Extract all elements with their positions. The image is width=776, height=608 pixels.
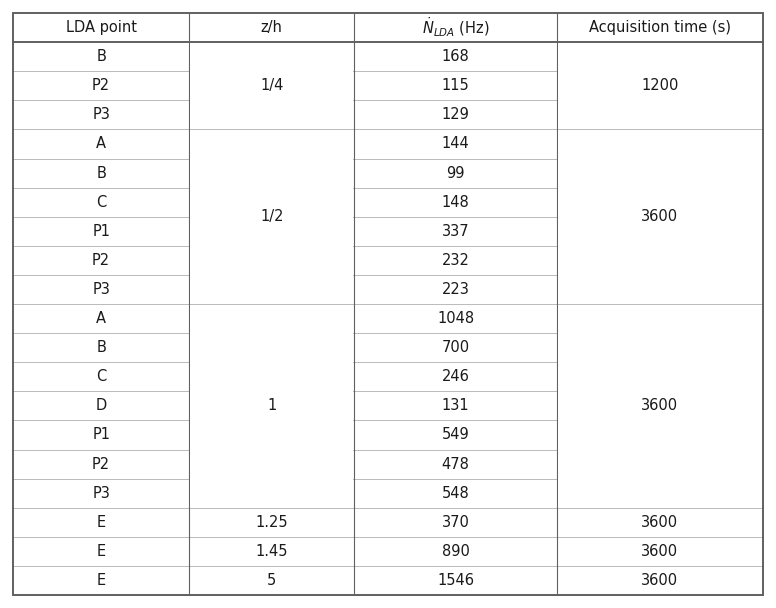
- Text: 3600: 3600: [641, 573, 678, 588]
- Text: 3600: 3600: [641, 398, 678, 413]
- Text: 1546: 1546: [437, 573, 474, 588]
- Text: 148: 148: [442, 195, 469, 210]
- Text: 548: 548: [442, 486, 469, 500]
- Text: E: E: [96, 515, 106, 530]
- Text: 478: 478: [442, 457, 469, 472]
- Text: C: C: [96, 195, 106, 210]
- Text: P3: P3: [92, 486, 110, 500]
- Text: P2: P2: [92, 78, 110, 93]
- Text: 1/4: 1/4: [260, 78, 283, 93]
- Text: z/h: z/h: [261, 20, 282, 35]
- Text: Acquisition time (s): Acquisition time (s): [589, 20, 731, 35]
- Text: 700: 700: [442, 340, 469, 355]
- Bar: [190, 130, 353, 303]
- Text: 168: 168: [442, 49, 469, 64]
- Text: 99: 99: [446, 165, 465, 181]
- Text: 1.45: 1.45: [255, 544, 288, 559]
- Text: 337: 337: [442, 224, 469, 239]
- Bar: [558, 130, 762, 303]
- Text: P3: P3: [92, 282, 110, 297]
- Text: P1: P1: [92, 427, 110, 443]
- Text: 549: 549: [442, 427, 469, 443]
- Text: 232: 232: [442, 253, 469, 268]
- Text: E: E: [96, 544, 106, 559]
- Text: 129: 129: [442, 108, 469, 122]
- Text: E: E: [96, 573, 106, 588]
- Text: P2: P2: [92, 253, 110, 268]
- Text: A: A: [96, 311, 106, 326]
- Text: 1048: 1048: [437, 311, 474, 326]
- Text: 115: 115: [442, 78, 469, 93]
- Text: 1.25: 1.25: [255, 515, 288, 530]
- Text: LDA point: LDA point: [66, 20, 137, 35]
- Text: P3: P3: [92, 108, 110, 122]
- Bar: [558, 43, 762, 129]
- Text: 3600: 3600: [641, 544, 678, 559]
- Bar: [190, 305, 353, 507]
- Text: P1: P1: [92, 224, 110, 239]
- Text: 223: 223: [442, 282, 469, 297]
- Text: C: C: [96, 369, 106, 384]
- Text: 131: 131: [442, 398, 469, 413]
- Text: 370: 370: [442, 515, 469, 530]
- Text: 246: 246: [442, 369, 469, 384]
- Text: 3600: 3600: [641, 209, 678, 224]
- Text: B: B: [96, 49, 106, 64]
- Text: $\dot{N}_{LDA}$ (Hz): $\dot{N}_{LDA}$ (Hz): [421, 16, 490, 39]
- Text: 1200: 1200: [641, 78, 678, 93]
- Text: 890: 890: [442, 544, 469, 559]
- Text: A: A: [96, 136, 106, 151]
- Text: B: B: [96, 165, 106, 181]
- Text: 1: 1: [267, 398, 276, 413]
- Bar: [190, 43, 353, 129]
- Text: 3600: 3600: [641, 515, 678, 530]
- Text: 5: 5: [267, 573, 276, 588]
- Text: 1/2: 1/2: [260, 209, 283, 224]
- Text: P2: P2: [92, 457, 110, 472]
- Text: B: B: [96, 340, 106, 355]
- Text: D: D: [95, 398, 107, 413]
- Text: 144: 144: [442, 136, 469, 151]
- Bar: [558, 305, 762, 507]
